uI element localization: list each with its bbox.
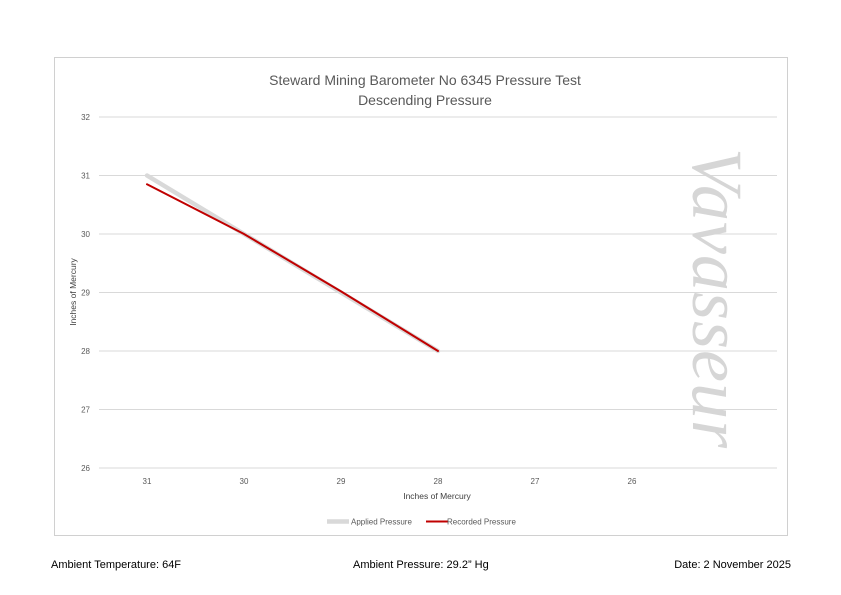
- y-tick-30: 30: [81, 230, 90, 239]
- x-tick-28: 28: [434, 477, 443, 486]
- gridlines: [99, 116, 777, 469]
- x-tick-27: 27: [531, 477, 540, 486]
- chart-frame: [54, 57, 788, 536]
- y-tick-29: 29: [81, 289, 90, 298]
- legend-label-applied-pressure: Applied Pressure: [351, 518, 412, 527]
- series-line-recorded-pressure: [146, 183, 439, 352]
- x-tick-29: 29: [337, 477, 346, 486]
- y-tick-28: 28: [81, 347, 90, 356]
- y-tick-27: 27: [81, 406, 90, 415]
- chart-title: Steward Mining Barometer No 6345 Pressur…: [269, 72, 581, 88]
- x-tick-31: 31: [143, 477, 152, 486]
- y-tick-26: 26: [81, 464, 90, 473]
- x-tick-30: 30: [240, 477, 249, 486]
- x-axis-label: Inches of Mercury: [403, 491, 471, 501]
- series-lines: [144, 173, 441, 354]
- x-tick-labels: 31 30 29 28 27 26: [143, 477, 637, 486]
- test-date: Date: 2 November 2025: [674, 559, 791, 571]
- y-tick-32: 32: [81, 113, 90, 122]
- legend-label-recorded-pressure: Recorded Pressure: [447, 518, 516, 527]
- watermark-signature: Vavasseur: [677, 148, 757, 449]
- y-tick-labels: 26 27 28 29 30 31 32: [81, 113, 90, 473]
- ambient-pressure: Ambient Pressure: 29.2” Hg: [353, 559, 489, 571]
- chart-subtitle: Descending Pressure: [358, 92, 492, 108]
- y-axis-label: Inches of Mercury: [68, 257, 78, 325]
- ambient-temperature: Ambient Temperature: 64F: [51, 559, 182, 571]
- x-tick-26: 26: [628, 477, 637, 486]
- y-tick-31: 31: [81, 172, 90, 181]
- legend: Applied Pressure Recorded Pressure: [327, 518, 516, 527]
